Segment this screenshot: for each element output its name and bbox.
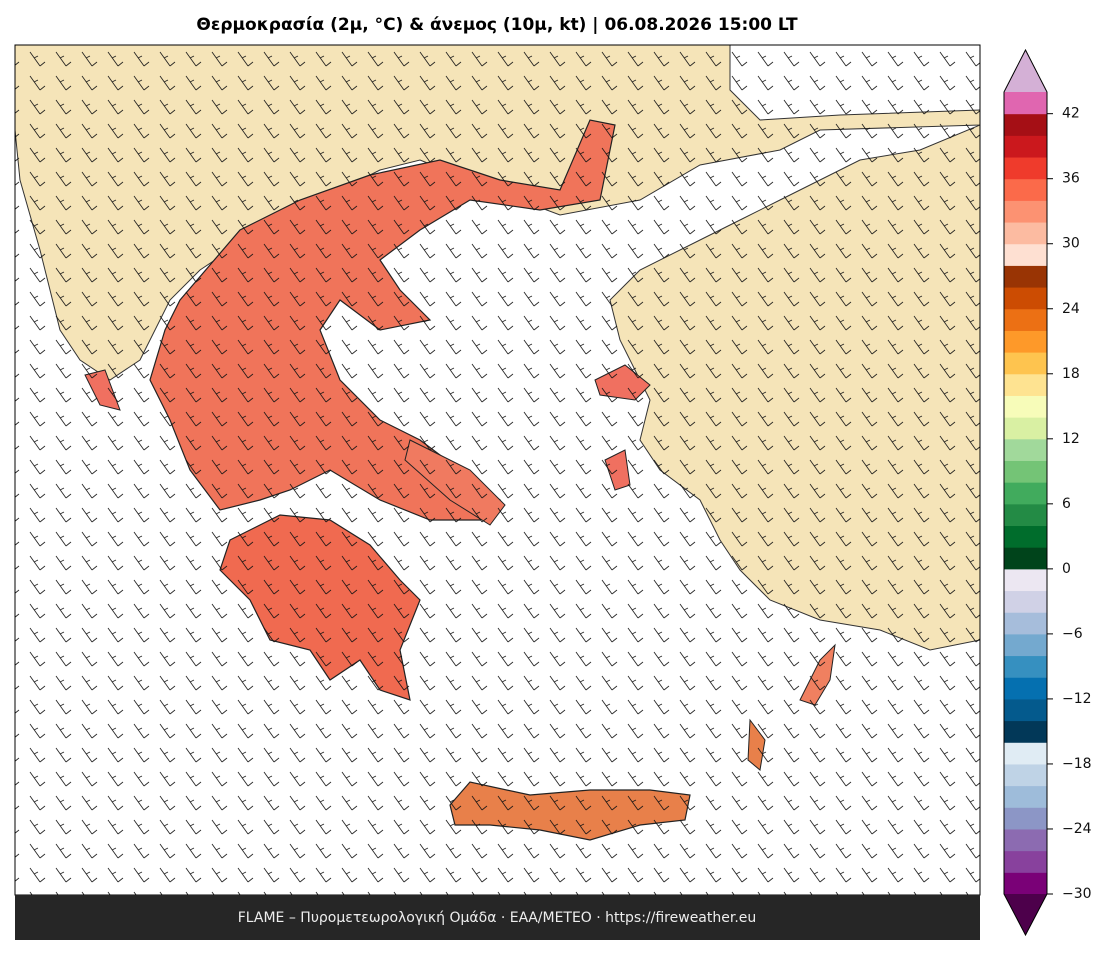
colorbar-band	[1004, 698, 1047, 722]
colorbar-tick-label: −12	[1062, 691, 1092, 707]
colorbar-tick-label: −30	[1062, 886, 1092, 902]
colorbar-band	[1004, 265, 1047, 288]
colorbar-band	[1004, 352, 1047, 375]
map	[15, 45, 980, 895]
colorbar-band	[1004, 395, 1047, 418]
map-title: Θερμοκρασία (2μ, °C) & άνεμος (10μ, kt) …	[196, 15, 798, 35]
colorbar-under	[1004, 894, 1047, 935]
colorbar-band	[1004, 113, 1047, 136]
footer-credit: FLAME – Πυρομετεωρολογική Ομάδα · ΕΑΑ/ME…	[238, 910, 757, 926]
colorbar-band	[1004, 612, 1047, 635]
colorbar-band	[1004, 460, 1047, 483]
colorbar-band	[1004, 200, 1047, 223]
colorbar-band	[1004, 590, 1047, 613]
colorbar-band	[1004, 568, 1047, 592]
wind-barbs	[15, 45, 980, 895]
colorbar-band	[1004, 417, 1047, 440]
colorbar-band	[1004, 482, 1047, 505]
footer-bar	[15, 895, 980, 940]
colorbar-band	[1004, 785, 1047, 808]
colorbar-tick-label: 24	[1062, 301, 1080, 317]
colorbar-band	[1004, 850, 1047, 873]
colorbar: −30 −24 −18 −12 −6 0 6 12 18 24 30 36 42	[1003, 48, 1092, 937]
colorbar-tick-label: 18	[1062, 366, 1080, 382]
colorbar-tick-label: 36	[1062, 171, 1080, 187]
colorbar-tick-label: 6	[1062, 496, 1071, 512]
colorbar-tick-label: −24	[1062, 821, 1092, 837]
colorbar-tick-label: 42	[1062, 106, 1080, 122]
colorbar-band	[1004, 92, 1047, 115]
colorbar-band	[1004, 742, 1047, 765]
colorbar-band	[1004, 330, 1047, 353]
colorbar-band	[1004, 763, 1047, 787]
colorbar-tick-label: −6	[1062, 626, 1083, 642]
colorbar-band	[1004, 438, 1047, 461]
colorbar-band	[1004, 157, 1047, 180]
colorbar-band	[1004, 308, 1047, 331]
colorbar-tick-label: 12	[1062, 431, 1080, 447]
colorbar-band	[1004, 677, 1047, 700]
colorbar-band	[1004, 720, 1047, 743]
colorbar-band	[1004, 828, 1047, 852]
colorbar-band	[1004, 373, 1047, 396]
colorbar-band	[1004, 872, 1047, 895]
colorbar-band	[1004, 135, 1047, 158]
colorbar-band	[1004, 243, 1047, 266]
colorbar-band	[1004, 633, 1047, 657]
colorbar-tick-label: −18	[1062, 756, 1092, 772]
colorbar-band	[1004, 178, 1047, 201]
colorbar-tick-label: 30	[1062, 236, 1080, 252]
colorbar-band	[1004, 547, 1047, 570]
colorbar-band	[1004, 655, 1047, 678]
colorbar-band	[1004, 807, 1047, 830]
colorbar-band	[1004, 222, 1047, 245]
colorbar-band	[1004, 287, 1047, 310]
colorbar-over	[1004, 50, 1047, 92]
colorbar-band	[1004, 503, 1047, 527]
colorbar-tick-label: 0	[1062, 561, 1071, 577]
colorbar-band	[1004, 525, 1047, 548]
